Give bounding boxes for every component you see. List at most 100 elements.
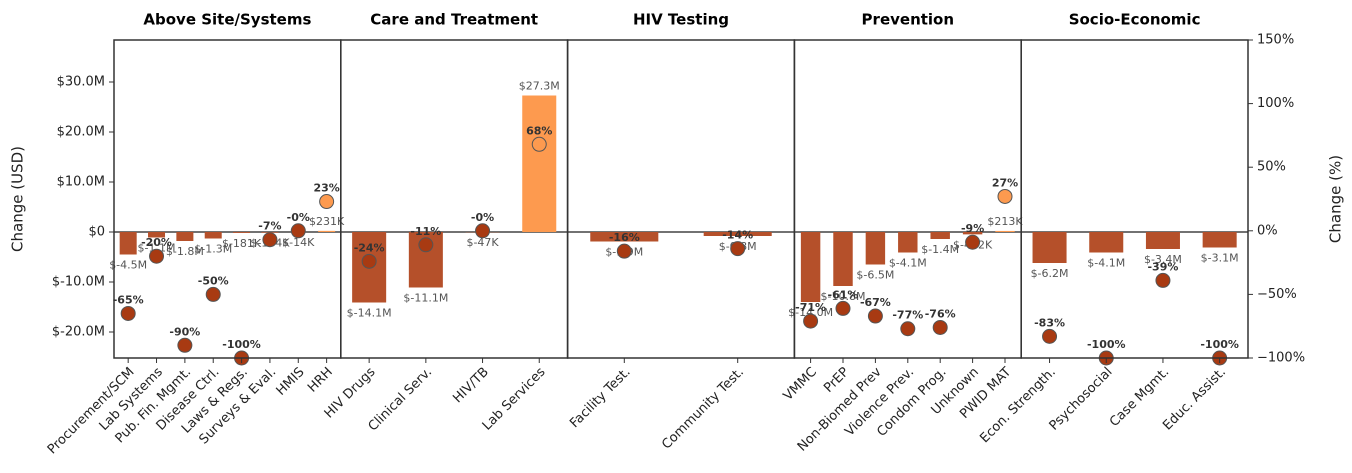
pct-dot [867,308,883,324]
pct-label: -61% [828,288,859,301]
bar-value-label: $-181K [222,237,262,250]
pct-dot [1155,272,1171,288]
bar [1145,232,1180,249]
bar-value-label: $-4.5M [109,259,147,272]
x-tick-label: Community Test. [659,365,747,453]
bar [703,232,772,236]
panel-frame [566,39,796,359]
x-tick-label: VMMC [781,365,820,404]
bar [898,232,918,253]
pct-label: -83% [1034,316,1065,329]
pct-dot [361,253,377,269]
pct-dot [475,223,491,239]
pct-label: -11% [410,225,441,238]
bar-value-label: $-4.1M [889,257,927,270]
bar-value-label: $-14.1M [347,307,392,320]
y-tick-label: $-10.0M [52,275,105,290]
y-tick-label: $10.0M [57,175,105,190]
pct-dot [997,188,1013,204]
pct-label: 23% [313,182,339,195]
pct-label: -16% [609,231,640,244]
bar [1032,232,1067,263]
pct-dot [803,313,819,329]
pct-label: -7% [258,220,281,233]
pct-label: -20% [141,236,172,249]
pct-label: -50% [198,274,229,287]
pct-label: -9% [961,222,984,235]
bar [233,232,251,233]
bar-value-label: $-1.4M [921,243,959,256]
pct-label: -76% [925,307,956,320]
bar [204,232,222,239]
y2-tick-label: 100% [1257,96,1294,111]
bar-value-label: $-14K [282,236,315,249]
bar [522,95,557,232]
y2-tick-label: −50% [1257,287,1297,302]
bar-value-label: $213K [987,215,1023,228]
pct-label: -24% [354,241,385,254]
bar [865,232,886,265]
bar-value-label: $-3.1M [1201,252,1239,265]
x-tick-label: HMIS [274,365,308,399]
pct-dot [120,305,136,321]
y-tick-label: $20.0M [57,125,105,140]
pct-dot [932,319,948,335]
y-axis-label: Change (USD) [9,146,27,252]
pct-label: 27% [992,176,1018,189]
bar-value-label: $-1.1M [138,242,176,255]
x-tick-label: Facility Test. [567,365,633,431]
panel-title: Prevention [862,11,955,29]
pct-label: -39% [1147,260,1178,273]
pct-label: 68% [526,124,552,137]
y-tick-label: $30.0M [57,75,105,90]
pct-dot [290,223,306,239]
bar [1202,232,1237,248]
pct-label: -67% [860,296,891,309]
bar-value-label: $-10.8M [821,290,866,303]
pct-dot [730,241,746,257]
pct-label: -77% [892,309,923,322]
bar [800,232,821,302]
pct-dot [900,321,916,337]
y2-tick-label: −100% [1257,351,1305,366]
y2-tick-label: 0% [1257,223,1278,238]
bar-value-label: $-1.3M [194,243,232,256]
bar-value-label: $-47K [466,236,499,249]
pct-dot [177,337,193,353]
panel-title: Care and Treatment [370,11,538,29]
bar-value-label: $-1.8M [166,245,204,258]
pct-label: -0% [287,211,310,224]
bar-value-label: $231K [309,215,345,228]
panel-frame [1020,39,1249,359]
bar [930,232,950,239]
bar-value-label: $27.3M [519,80,560,93]
pct-label: -14% [722,229,753,242]
pct-dot [835,300,851,316]
panel-frame [113,39,342,359]
pct-dot [205,286,221,302]
y-tick-label: $-20.0M [52,325,105,340]
pct-dot [262,232,278,248]
pct-dot [418,237,434,253]
pct-label: -0% [471,211,494,224]
pct-label: -100% [1200,338,1239,351]
pct-label: -100% [222,338,261,351]
pct-dot [1042,328,1058,344]
bar-value-label: $-11.1M [403,292,448,305]
y-tick-label: $0 [88,225,105,240]
bar [962,232,983,235]
bar-value-label: $-6.5M [856,269,894,282]
bar [148,232,166,238]
pct-dot [319,194,335,210]
bar-value-label: $-14.0M [788,306,833,319]
bar [119,232,137,255]
pct-label: -100% [1087,338,1126,351]
pct-label: -71% [795,301,826,314]
x-tick-label: Econ. Strength. [977,365,1058,446]
panel-title: Above Site/Systems [143,11,311,29]
pct-dot [531,136,547,152]
bar [995,230,1015,232]
bar-value-label: $-3.4M [1144,253,1182,266]
y2-tick-label: 150% [1257,33,1294,48]
x-tick-label: HIV/TB [450,365,492,407]
